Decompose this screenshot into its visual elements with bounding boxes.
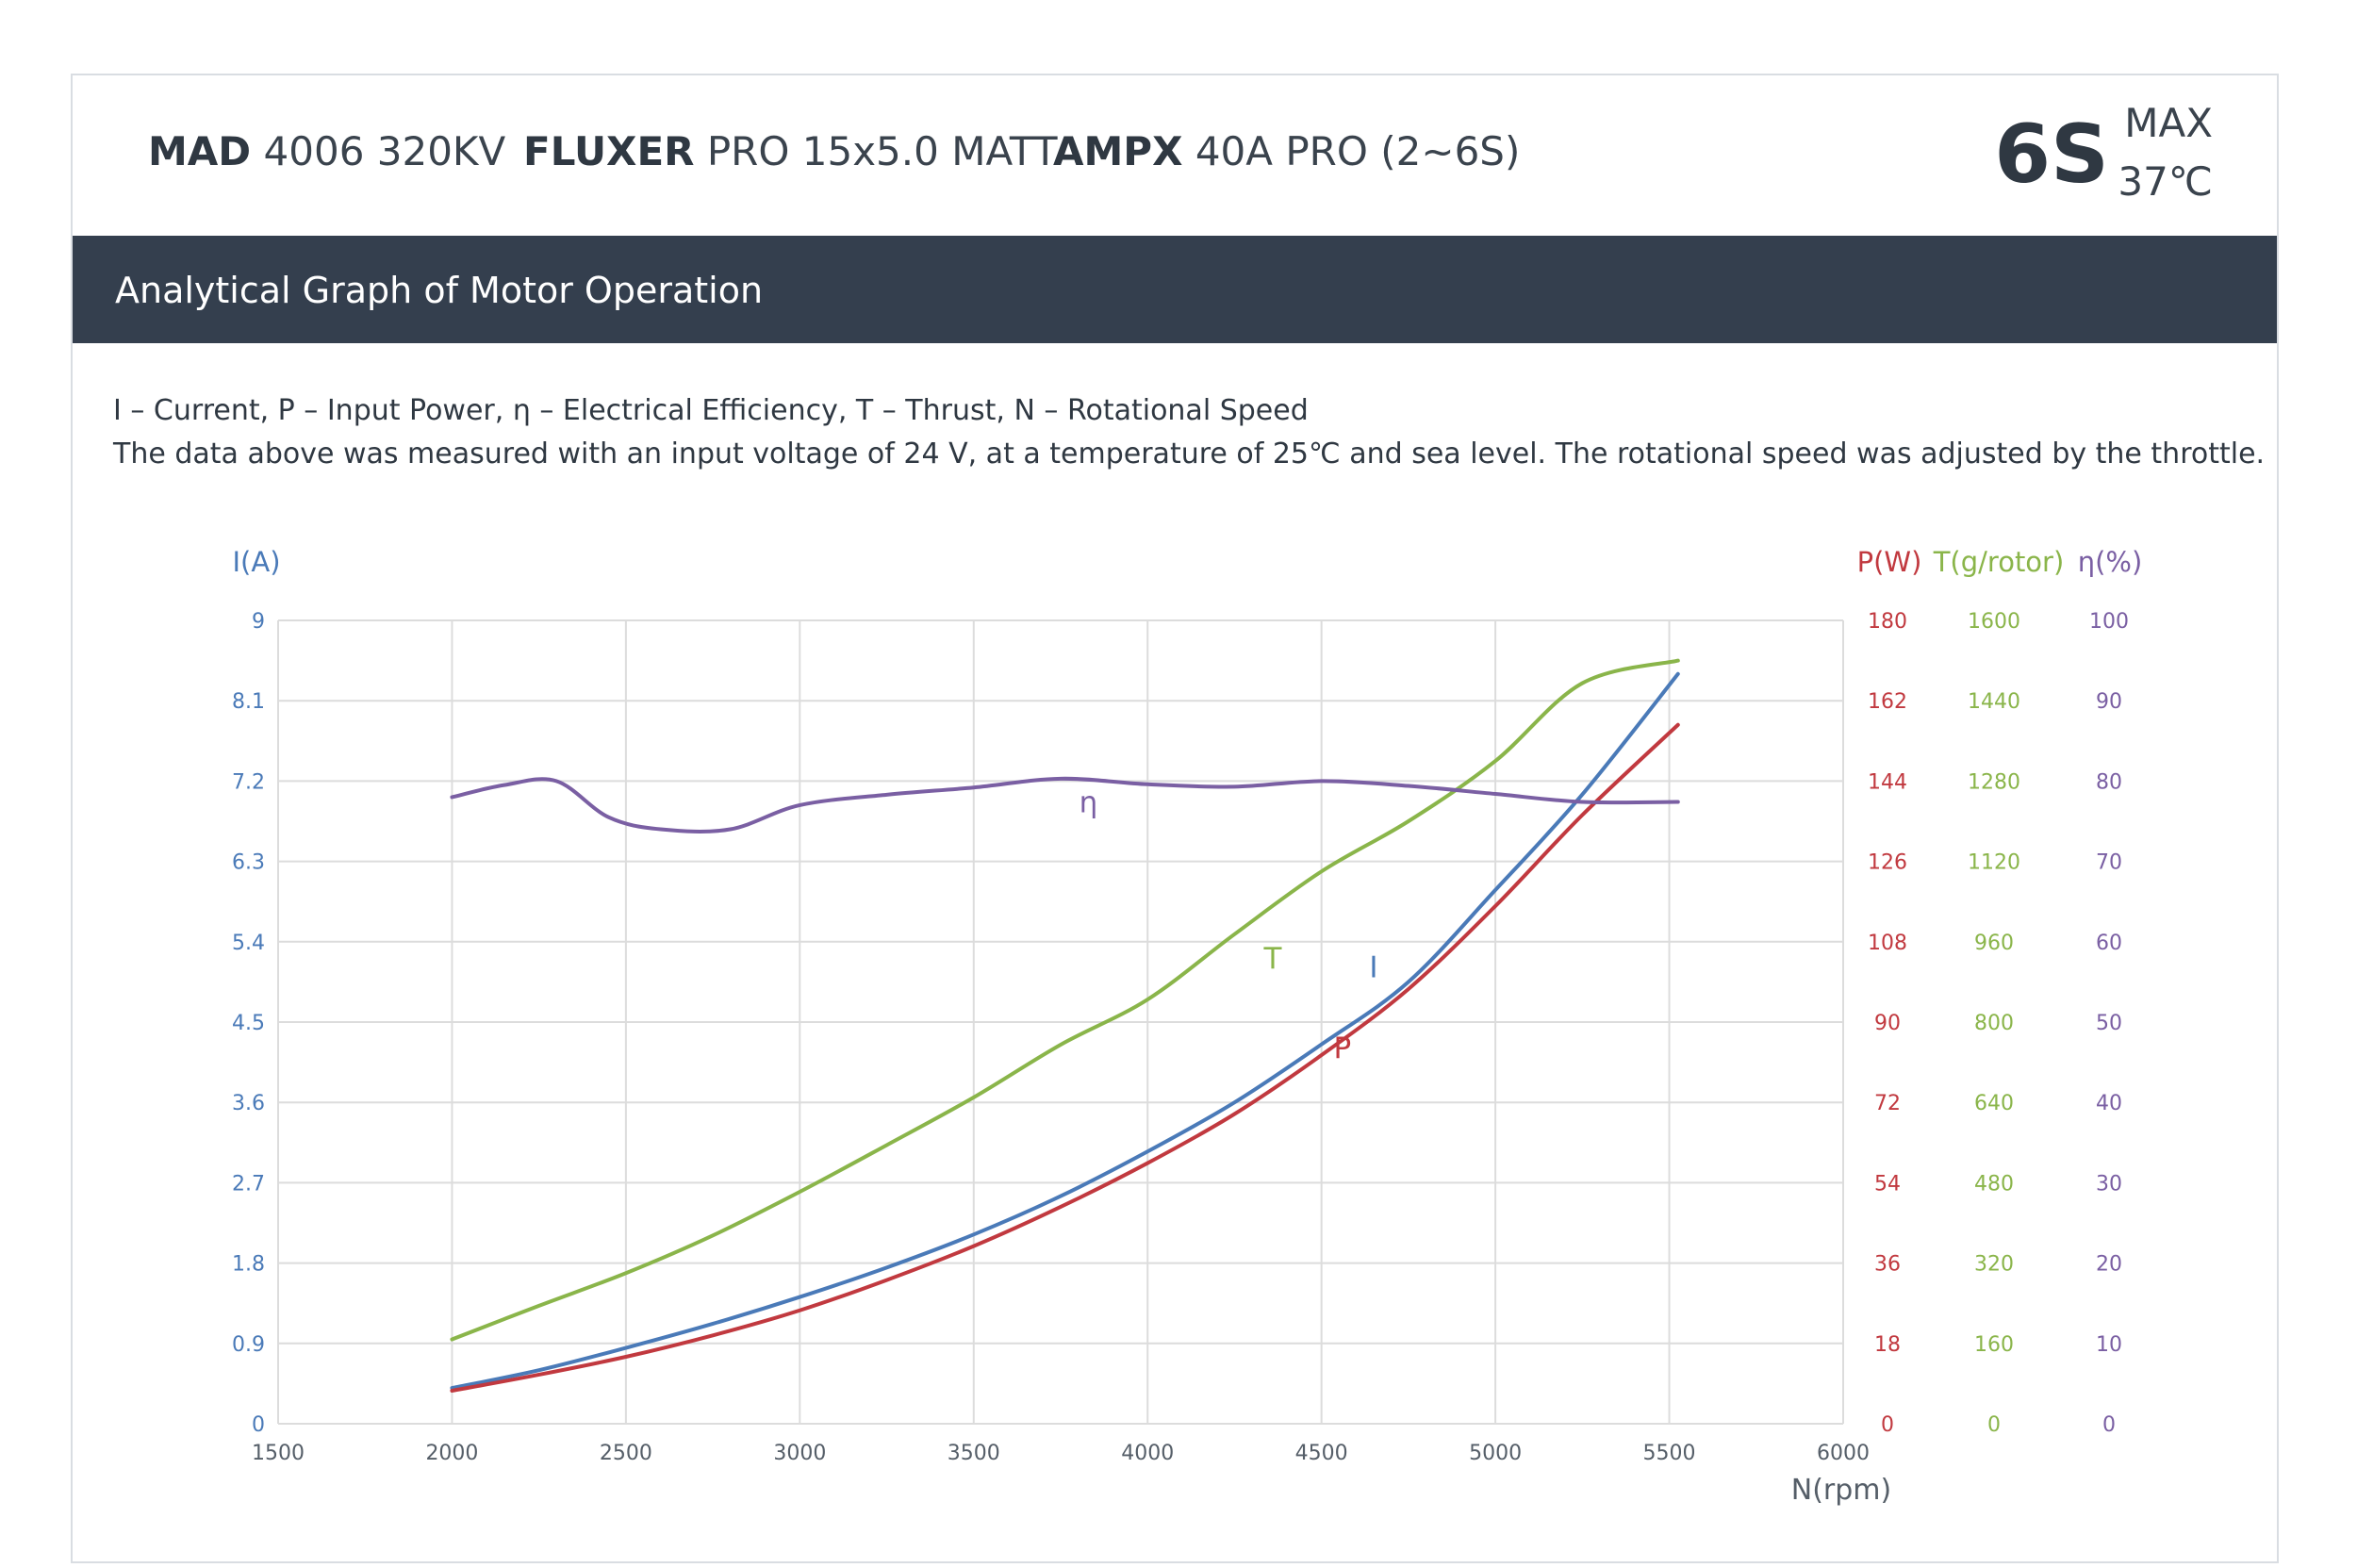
legend-description: I – Current, P – Input Power, η – Electr… xyxy=(113,394,1309,427)
efficiency-tick-label: 60 xyxy=(2096,932,2122,955)
motor-brand: MAD xyxy=(148,128,252,174)
efficiency-tick-label: 40 xyxy=(2096,1092,2122,1115)
max-temp-label: MAX xyxy=(2124,100,2213,146)
current-tick-label: 2.7 xyxy=(232,1172,265,1196)
thrust-axis-label: T(g/rotor) xyxy=(1933,546,2065,578)
power-tick-label: 180 xyxy=(1868,610,1907,634)
power-tick-label: 54 xyxy=(1874,1172,1901,1196)
esc-brand: AMPX xyxy=(1053,128,1183,174)
thrust-tick-label: 1280 xyxy=(1968,770,2020,794)
current-tick-label: 9 xyxy=(252,610,265,634)
power-tick-label: 18 xyxy=(1874,1333,1901,1357)
chart-series: I P Tη xyxy=(450,658,1680,1393)
efficiency-tick-label: 50 xyxy=(2096,1012,2122,1035)
x-tick-label: 4500 xyxy=(1295,1442,1348,1465)
x-axis-label: N(rpm) xyxy=(1791,1474,1891,1507)
current-tick-label: 4.5 xyxy=(232,1012,265,1035)
current-tick-label: 6.3 xyxy=(232,851,265,875)
efficiency-tick-label: 70 xyxy=(2096,851,2122,875)
x-tick-label: 4000 xyxy=(1121,1442,1174,1465)
efficiency-tick-label: 80 xyxy=(2096,770,2122,794)
current-tick-label: 1.8 xyxy=(232,1253,265,1277)
esc-spec: AMPX 40A PRO (2~6S) xyxy=(1053,128,1520,174)
x-tick-label: 3500 xyxy=(948,1442,1000,1465)
power-tick-label: 0 xyxy=(1881,1413,1894,1437)
spec-header: MAD 4006 320KV FLUXER PRO 15x5.0 MATT AM… xyxy=(73,75,2277,236)
motor-model: 4006 320KV xyxy=(263,128,506,174)
chart-axis-labels: I(A) P(W) T(g/rotor) η(%) N(rpm) xyxy=(232,546,2142,1507)
thrust-tick-label: 1600 xyxy=(1968,610,2020,634)
x-tick-label: 2500 xyxy=(600,1442,652,1465)
propeller-spec: FLUXER PRO 15x5.0 MATT xyxy=(523,128,1058,174)
esc-model: 40A PRO (2~6S) xyxy=(1195,128,1521,174)
power-tick-label: 90 xyxy=(1874,1012,1901,1035)
motor-spec: MAD 4006 320KV xyxy=(148,128,505,174)
x-tick-label: 2000 xyxy=(425,1442,478,1465)
propeller-brand: FLUXER xyxy=(523,128,695,174)
measurement-note: The data above was measured with an inpu… xyxy=(113,437,2266,470)
thrust-tick-label: 960 xyxy=(1974,932,2014,955)
power-tick-label: 36 xyxy=(1874,1253,1901,1277)
current-tick-label: 7.2 xyxy=(232,770,265,794)
power-tick-label: 162 xyxy=(1868,690,1907,714)
thrust-tick-label: 800 xyxy=(1974,1012,2014,1035)
power-axis-label: P(W) xyxy=(1857,546,1922,578)
thrust-tick-label: 640 xyxy=(1974,1092,2014,1115)
x-tick-label: 5000 xyxy=(1469,1442,1522,1465)
current-series-line xyxy=(450,671,1680,1391)
current-series-label: I xyxy=(1369,951,1377,985)
propeller-model: PRO 15x5.0 MATT xyxy=(706,128,1058,174)
power-tick-label: 144 xyxy=(1868,770,1907,794)
efficiency-series-label: η xyxy=(1080,786,1098,820)
thrust-tick-label: 0 xyxy=(1987,1413,2001,1437)
thrust-series-line xyxy=(450,658,1680,1342)
current-axis-label: I(A) xyxy=(232,546,280,578)
power-series-line xyxy=(450,722,1680,1393)
current-tick-label: 0 xyxy=(252,1413,265,1437)
efficiency-tick-label: 20 xyxy=(2096,1253,2122,1277)
chart-grid xyxy=(277,619,1844,1425)
max-temp-value: 37℃ xyxy=(2118,158,2213,205)
power-tick-label: 72 xyxy=(1874,1092,1901,1115)
x-tick-label: 5500 xyxy=(1643,1442,1696,1465)
efficiency-series-line xyxy=(450,776,1680,834)
thrust-tick-label: 1440 xyxy=(1968,690,2020,714)
current-tick-label: 5.4 xyxy=(232,932,265,955)
section-title: Analytical Graph of Motor Operation xyxy=(115,270,764,311)
current-tick-label: 3.6 xyxy=(232,1092,265,1115)
current-tick-label: 8.1 xyxy=(232,690,265,714)
thrust-tick-label: 1120 xyxy=(1968,851,2020,875)
x-tick-label: 6000 xyxy=(1817,1442,1870,1465)
efficiency-axis-label: η(%) xyxy=(2078,546,2143,578)
chart-ticks: 1500 2000 2500 3000 3500 4000 4500 5000 5500 6000… xyxy=(232,610,2129,1465)
power-tick-label: 126 xyxy=(1868,851,1907,875)
x-tick-label: 3000 xyxy=(773,1442,826,1465)
current-tick-label: 0.9 xyxy=(232,1333,265,1357)
efficiency-tick-label: 30 xyxy=(2096,1172,2122,1196)
power-series-label: P xyxy=(1333,1032,1351,1065)
thrust-tick-label: 160 xyxy=(1974,1333,2014,1357)
thrust-tick-label: 480 xyxy=(1974,1172,2014,1196)
thrust-tick-label: 320 xyxy=(1974,1253,2014,1277)
efficiency-tick-label: 100 xyxy=(2089,610,2129,634)
section-band: Analytical Graph of Motor Operation xyxy=(73,236,2277,343)
x-tick-label: 1500 xyxy=(252,1442,305,1465)
efficiency-tick-label: 0 xyxy=(2102,1413,2116,1437)
efficiency-tick-label: 90 xyxy=(2096,690,2122,714)
power-tick-label: 108 xyxy=(1868,932,1907,955)
motor-spec-card: MAD 4006 320KV FLUXER PRO 15x5.0 MATT AM… xyxy=(71,74,2279,1563)
efficiency-tick-label: 10 xyxy=(2096,1333,2122,1357)
thrust-series-label: T xyxy=(1263,942,1283,976)
cell-count: 6S xyxy=(1994,107,2109,202)
